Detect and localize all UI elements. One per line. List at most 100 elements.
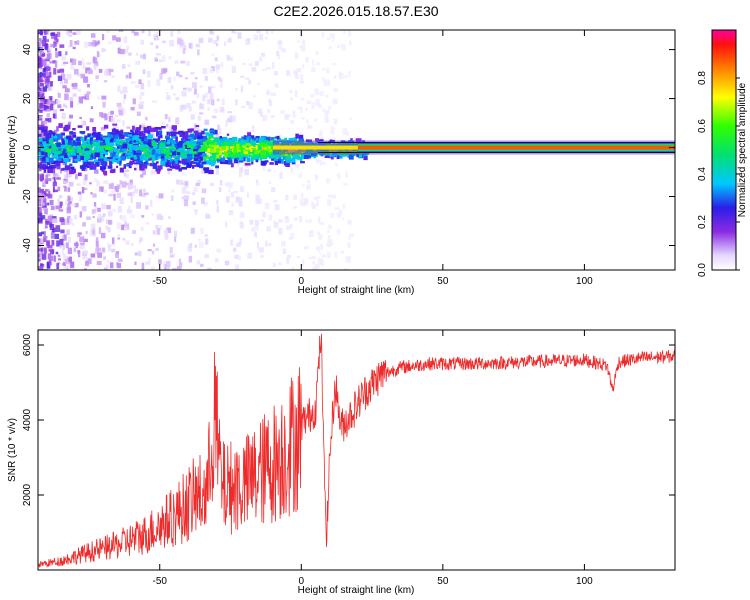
heatmap-cell <box>143 192 149 195</box>
heatmap-cell <box>161 55 166 62</box>
heatmap-cell <box>55 225 61 232</box>
heatmap-cell <box>107 227 111 233</box>
heatmap-cell <box>256 139 261 144</box>
heatmap-cell <box>200 160 205 163</box>
heatmap-cell <box>152 243 156 247</box>
heatmap-cell <box>176 179 179 185</box>
heatmap-cell <box>197 135 204 140</box>
heatmap-cell <box>210 99 215 106</box>
heatmap-cell <box>181 154 186 160</box>
heatmap-cell <box>131 30 136 34</box>
heatmap-cell <box>231 202 234 207</box>
heatmap-cell <box>101 47 105 53</box>
heatmap-cell <box>265 136 270 141</box>
heatmap-cell <box>239 237 242 245</box>
heatmap-cell <box>183 152 189 158</box>
heatmap-cell <box>63 103 66 107</box>
heatmap-cell <box>204 92 208 98</box>
heatmap-cell <box>169 148 174 153</box>
heatmap-cell <box>118 145 124 148</box>
heatmap-cell <box>190 141 196 144</box>
heatmap-cell <box>113 159 119 163</box>
heatmap-cell <box>280 110 285 114</box>
heatmap-cell <box>218 76 221 82</box>
heatmap-cell <box>348 236 351 241</box>
heatmap-cell <box>122 108 126 114</box>
heatmap-cell <box>266 67 272 70</box>
heatmap-cell <box>45 48 50 51</box>
heatmap-cell <box>302 64 305 69</box>
heatmap-cell <box>167 216 171 220</box>
heatmap-cell <box>320 153 324 157</box>
heatmap-cell <box>217 124 220 130</box>
heatmap-cell <box>350 138 353 141</box>
heatmap-cell <box>300 203 306 207</box>
heatmap-cell <box>120 141 123 146</box>
heatmap-cell <box>179 132 185 138</box>
heatmap-cell <box>156 144 162 149</box>
heatmap-cell <box>52 218 58 223</box>
heatmap-cell <box>60 229 65 234</box>
heatmap-cell <box>74 202 79 208</box>
heatmap-cell <box>196 260 200 265</box>
heatmap-cell <box>256 225 259 232</box>
heatmap-cell <box>210 65 215 72</box>
heatmap-cell <box>63 126 69 132</box>
heatmap-cell <box>176 71 180 76</box>
heatmap-cell <box>125 182 129 186</box>
heatmap-cell <box>216 25 219 28</box>
heatmap-cell <box>127 137 130 142</box>
heatmap-cell <box>140 123 146 127</box>
heatmap-cell <box>224 260 230 266</box>
heatmap-cell <box>187 245 192 252</box>
heatmap-cell <box>268 181 272 185</box>
heatmap-cell <box>213 108 219 113</box>
heatmap-cell <box>39 212 43 217</box>
heatmap-cell <box>300 193 304 199</box>
heatmap-cell <box>140 82 145 90</box>
heatmap-cell <box>106 219 111 224</box>
heatmap-cell <box>216 152 220 155</box>
heatmap-cell <box>165 162 172 167</box>
heatmap-cell <box>251 226 257 232</box>
heatmap-cell <box>89 229 93 237</box>
heatmap-cell <box>142 157 149 161</box>
heatmap-cell <box>115 130 121 135</box>
heatmap-cell <box>68 256 72 263</box>
heatmap-cell <box>322 68 326 71</box>
heatmap-cell <box>142 69 146 75</box>
heatmap-cell <box>177 30 181 34</box>
heatmap-cell <box>127 149 131 152</box>
heatmap-cell <box>203 202 209 206</box>
heatmap-cell <box>218 145 222 149</box>
heatmap-cell <box>323 79 326 86</box>
heatmap-cell <box>59 217 65 223</box>
heatmap-cell <box>77 232 82 235</box>
heatmap-cell <box>319 162 323 166</box>
heatmap-cell <box>90 135 95 139</box>
heatmap-cell <box>194 244 197 248</box>
heatmap-cell <box>192 142 196 147</box>
heatmap-cell <box>176 146 180 150</box>
heatmap-cell <box>123 36 128 43</box>
heatmap-cell <box>92 216 95 219</box>
heatmap-cell <box>59 68 65 73</box>
heatmap-cell <box>226 54 231 61</box>
heatmap-cell <box>150 155 156 158</box>
heatmap-cell <box>245 140 248 146</box>
heatmap-cell <box>148 136 153 139</box>
heatmap-cell <box>55 174 60 180</box>
heatmap-cell <box>250 148 253 152</box>
heatmap-cell <box>176 266 182 270</box>
heatmap-cell <box>38 129 42 134</box>
heatmap-cell <box>204 119 210 125</box>
heatmap-cell <box>61 138 66 143</box>
heatmap-cell <box>40 147 45 151</box>
heatmap-cell <box>247 252 253 259</box>
heatmap-cell <box>161 158 164 163</box>
heatmap-cell <box>44 63 50 66</box>
heatmap-cell <box>298 134 304 140</box>
heatmap-cell <box>111 153 114 156</box>
heatmap-cell <box>268 243 272 246</box>
heatmap-cell <box>56 90 60 94</box>
